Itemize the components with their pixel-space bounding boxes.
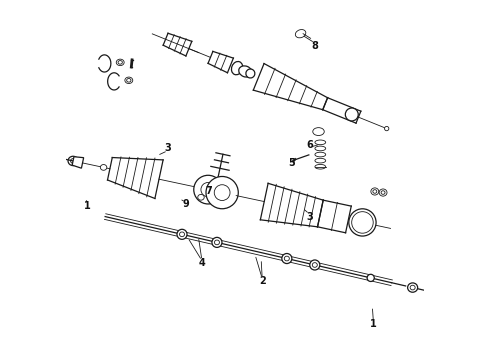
Text: 1: 1 xyxy=(84,201,91,211)
Ellipse shape xyxy=(345,108,358,121)
Ellipse shape xyxy=(381,191,385,194)
Ellipse shape xyxy=(367,274,374,282)
Ellipse shape xyxy=(371,188,379,195)
Ellipse shape xyxy=(282,253,292,264)
Ellipse shape xyxy=(349,209,376,236)
Polygon shape xyxy=(72,157,84,168)
Ellipse shape xyxy=(71,159,75,163)
Ellipse shape xyxy=(214,185,230,201)
Ellipse shape xyxy=(295,30,306,38)
Ellipse shape xyxy=(126,78,131,82)
Ellipse shape xyxy=(373,190,377,193)
Ellipse shape xyxy=(212,237,222,247)
Ellipse shape xyxy=(201,183,215,197)
Text: 6: 6 xyxy=(306,140,313,150)
Ellipse shape xyxy=(68,156,78,166)
Ellipse shape xyxy=(239,66,252,77)
Ellipse shape xyxy=(313,128,324,135)
Ellipse shape xyxy=(194,175,222,204)
Ellipse shape xyxy=(198,194,204,200)
Text: 9: 9 xyxy=(182,199,189,210)
Text: 8: 8 xyxy=(312,41,318,50)
Ellipse shape xyxy=(310,260,320,270)
Ellipse shape xyxy=(60,156,65,162)
Ellipse shape xyxy=(215,240,220,245)
Ellipse shape xyxy=(410,285,415,290)
Ellipse shape xyxy=(118,60,122,64)
Text: 4: 4 xyxy=(198,258,205,268)
Ellipse shape xyxy=(246,69,255,78)
Ellipse shape xyxy=(177,229,187,239)
Text: 1: 1 xyxy=(370,319,377,329)
Text: 5: 5 xyxy=(288,158,295,168)
Ellipse shape xyxy=(116,59,124,66)
Ellipse shape xyxy=(231,62,243,75)
Ellipse shape xyxy=(425,287,432,295)
Text: 3: 3 xyxy=(306,212,313,221)
Ellipse shape xyxy=(284,256,290,261)
Ellipse shape xyxy=(125,77,133,84)
Text: 7: 7 xyxy=(205,186,212,197)
Ellipse shape xyxy=(408,283,417,292)
Text: 3: 3 xyxy=(165,143,172,153)
Ellipse shape xyxy=(312,263,318,267)
Ellipse shape xyxy=(379,189,387,196)
Ellipse shape xyxy=(206,176,238,209)
Text: 2: 2 xyxy=(259,276,266,286)
Ellipse shape xyxy=(179,232,185,237)
Ellipse shape xyxy=(100,165,107,170)
Ellipse shape xyxy=(385,126,389,131)
